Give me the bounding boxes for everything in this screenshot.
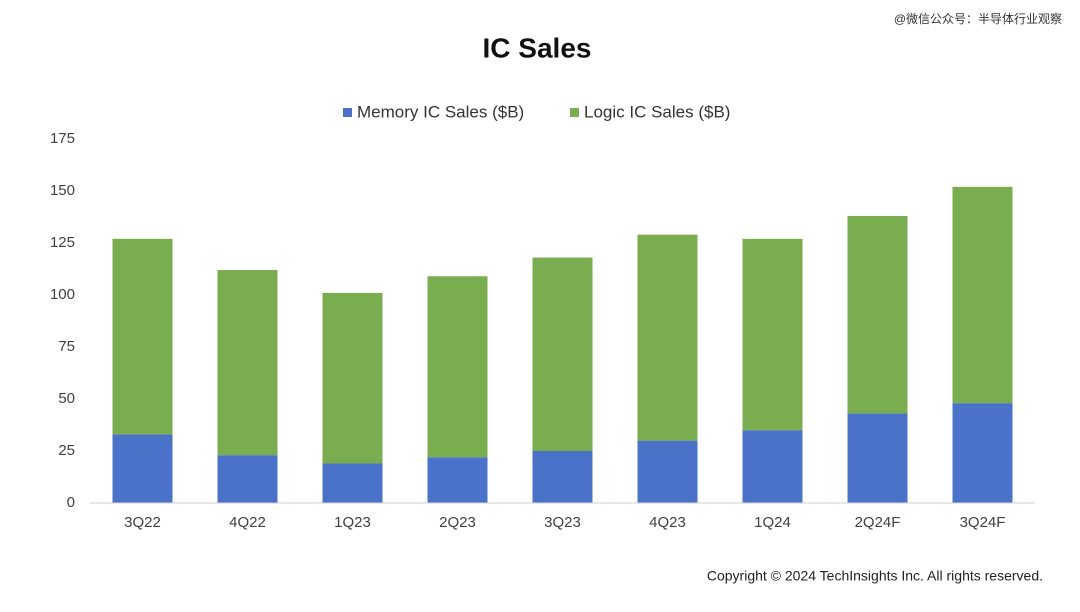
legend-swatch: [343, 108, 352, 117]
legend-label: Memory IC Sales ($B): [357, 102, 524, 121]
bar-segment: [217, 270, 278, 456]
bar-segment: [112, 238, 173, 435]
legend-swatch: [570, 108, 579, 117]
x-tick-label: 3Q24F: [960, 514, 1006, 531]
y-tick-label: 175: [50, 130, 75, 147]
bar-segment: [532, 257, 593, 451]
bar-segment: [112, 434, 173, 503]
bar-segment: [532, 451, 593, 503]
x-tick-label: 4Q22: [229, 514, 266, 531]
x-tick-label: 1Q23: [334, 514, 371, 531]
watermark: @微信公众号：半导体行业观察: [894, 12, 1062, 26]
x-tick-label: 3Q22: [124, 514, 161, 531]
bar-segment: [952, 403, 1013, 503]
y-tick-label: 50: [58, 390, 75, 407]
y-tick-label: 125: [50, 234, 75, 251]
y-tick-label: 0: [67, 494, 75, 511]
chart-title: IC Sales: [483, 32, 592, 63]
legend-label: Logic IC Sales ($B): [584, 102, 730, 121]
y-tick-label: 75: [58, 338, 75, 355]
bar-segment: [637, 440, 698, 503]
y-tick-label: 25: [58, 442, 75, 459]
bar-segment: [847, 215, 908, 414]
bar-segment: [847, 413, 908, 503]
y-tick-label: 100: [50, 286, 75, 303]
bar-segment: [322, 292, 383, 464]
bar-segment: [637, 234, 698, 441]
bar-segment: [742, 238, 803, 431]
x-tick-label: 2Q23: [439, 514, 476, 531]
bar-segment: [427, 457, 488, 503]
x-tick-label: 3Q23: [544, 514, 581, 531]
bar-segment: [322, 463, 383, 503]
bar-segment: [742, 430, 803, 503]
y-tick-label: 150: [50, 182, 75, 199]
footnote: Copyright © 2024 TechInsights Inc. All r…: [707, 568, 1043, 584]
bar-segment: [952, 186, 1013, 404]
x-tick-label: 1Q24: [754, 514, 791, 531]
x-tick-label: 2Q24F: [855, 514, 901, 531]
bar-segment: [217, 455, 278, 503]
x-tick-label: 4Q23: [649, 514, 686, 531]
bar-segment: [427, 276, 488, 458]
